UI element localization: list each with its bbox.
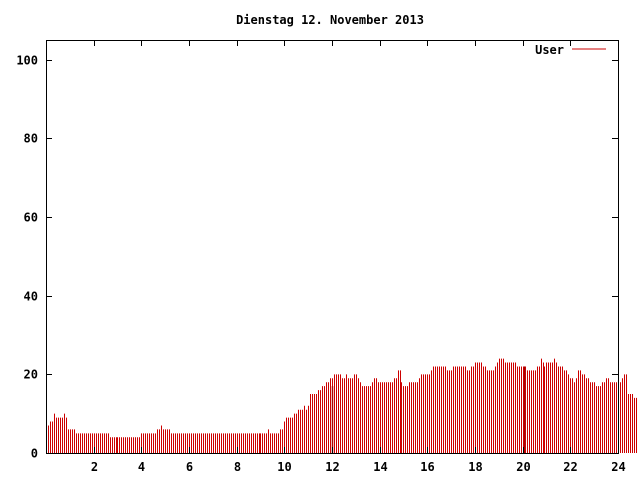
x-tick-label: 12 [325, 460, 339, 474]
x-tick-label: 22 [563, 460, 577, 474]
x-tick-label: 8 [234, 460, 241, 474]
y-tick-label: 20 [24, 368, 38, 382]
x-tick-label: 2 [91, 460, 98, 474]
y-tick-label: 60 [24, 211, 38, 225]
x-tick-label: 16 [420, 460, 434, 474]
data-bars [46, 358, 637, 453]
legend: User [535, 43, 606, 57]
x-tick-label: 6 [186, 460, 193, 474]
x-tick-label: 14 [373, 460, 387, 474]
x-tick-label: 24 [611, 460, 625, 474]
x-tick-label: 4 [138, 460, 145, 474]
y-tick-label: 0 [31, 447, 38, 461]
x-tick-label: 10 [277, 460, 291, 474]
legend-label-user: User [535, 43, 564, 57]
y-tick-label: 40 [24, 290, 38, 304]
x-tick-label: 20 [516, 460, 530, 474]
chart-title: Dienstag 12. November 2013 [236, 13, 424, 27]
y-tick-label: 100 [16, 54, 38, 68]
y-tick-label: 80 [24, 132, 38, 146]
x-tick-label: 18 [468, 460, 482, 474]
